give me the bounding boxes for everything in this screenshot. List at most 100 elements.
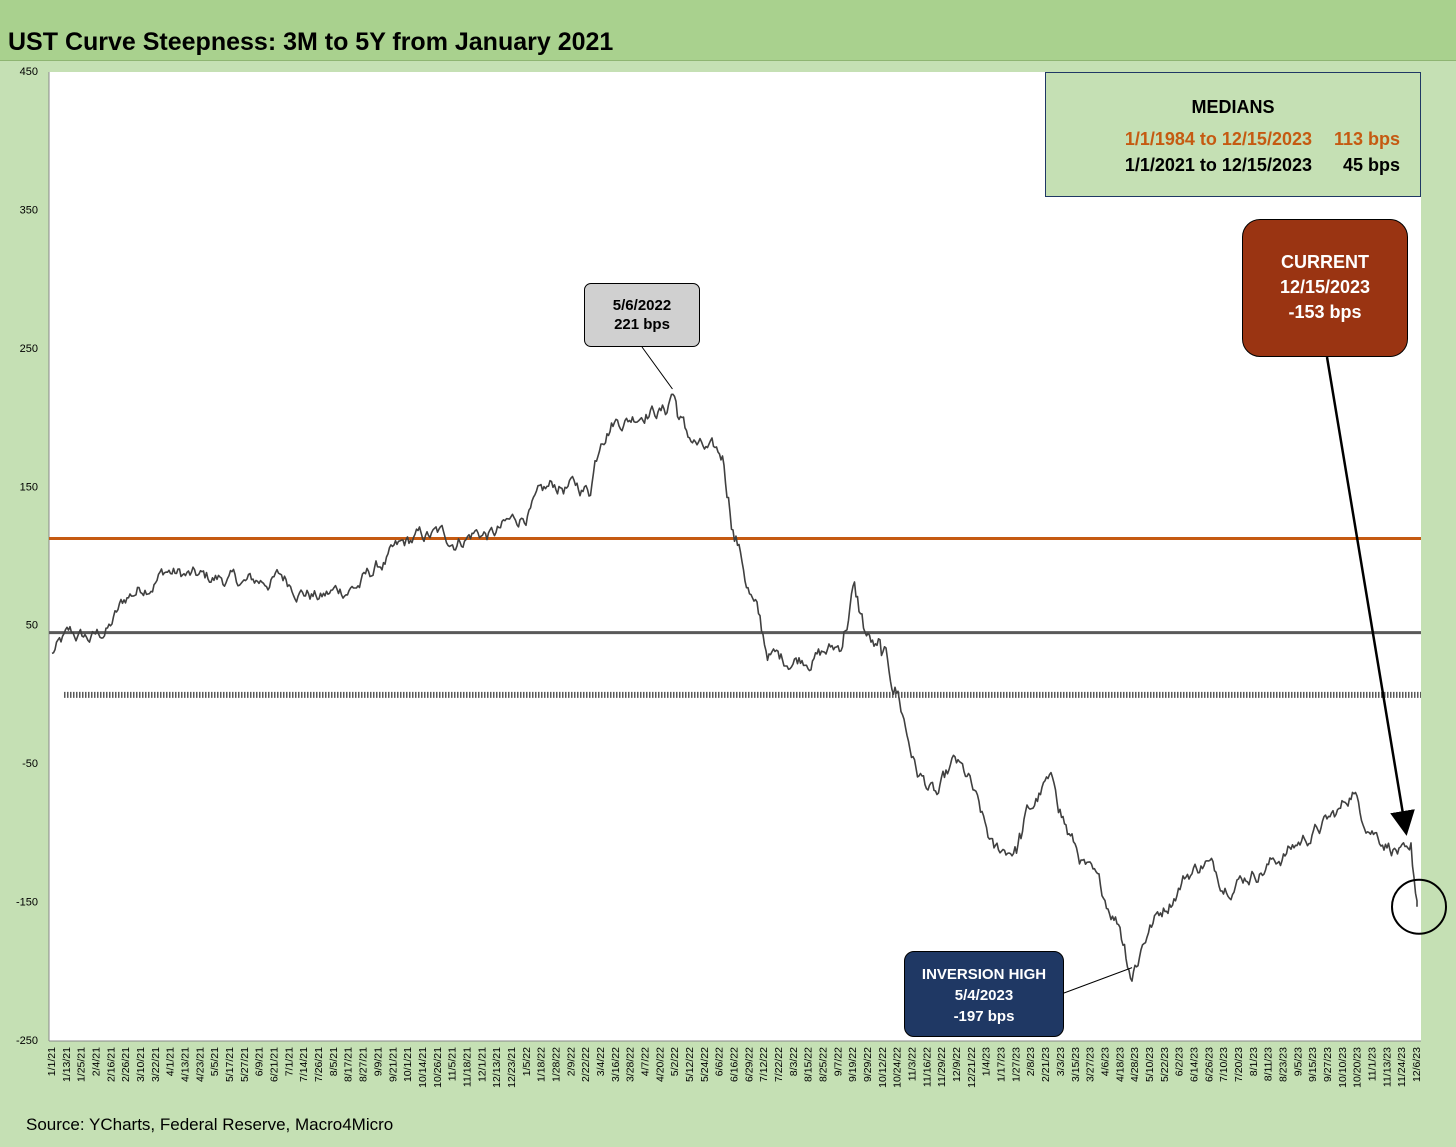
inversion-leader-line [1063, 967, 1133, 994]
x-tick-label: 4/18/23 [1114, 1047, 1126, 1082]
x-tick-label: 2/9/22 [565, 1047, 577, 1076]
x-tick-label: 2/22/22 [580, 1047, 592, 1082]
current-callout: CURRENT 12/15/2023 -153 bps [1242, 219, 1408, 357]
x-tick-label: 3/27/23 [1085, 1047, 1097, 1082]
x-tick-label: 11/3/22 [907, 1047, 919, 1081]
x-tick-label: 12/1/21 [476, 1047, 488, 1082]
x-tick-label: 7/14/21 [298, 1047, 310, 1082]
y-tick-label: 150 [20, 481, 38, 493]
title-bar [0, 0, 1456, 61]
medians-box: MEDIANS 1/1/1984 to 12/15/2023 113 bps 1… [1045, 72, 1421, 197]
x-tick-label: 9/27/23 [1322, 1047, 1334, 1082]
x-tick-label: 8/1/23 [1248, 1047, 1260, 1076]
x-tick-label: 8/23/23 [1277, 1047, 1289, 1082]
x-tick-label: 6/14/23 [1188, 1047, 1200, 1082]
source-note: Source: YCharts, Federal Reserve, Macro4… [26, 1115, 394, 1134]
x-tick-label: 10/14/21 [417, 1047, 429, 1088]
peak-leader-line [641, 346, 673, 390]
x-tick-label: 1/28/22 [550, 1047, 562, 1082]
x-tick-label: 3/16/22 [610, 1047, 622, 1082]
x-tick-label: 12/21/22 [966, 1047, 978, 1088]
inversion-callout: INVERSION HIGH 5/4/2023 -197 bps [904, 951, 1064, 1037]
x-tick-label: 9/7/22 [832, 1047, 844, 1076]
x-tick-label: 8/5/21 [328, 1047, 340, 1076]
inversion-value: -197 bps [953, 1008, 1015, 1025]
peak-value: 221 bps [614, 316, 670, 333]
x-tick-label: 9/5/23 [1292, 1047, 1304, 1076]
x-tick-label: 6/21/21 [269, 1047, 281, 1082]
x-tick-label: 5/27/21 [239, 1047, 251, 1082]
median-period-label: 1/1/2021 to 12/15/2023 [1124, 155, 1312, 175]
x-tick-label: 5/24/22 [699, 1047, 711, 1082]
x-tick-label: 6/29/22 [743, 1047, 755, 1082]
x-tick-label: 12/23/21 [506, 1047, 518, 1088]
median-period-label: 1/1/1984 to 12/15/2023 [1124, 129, 1312, 149]
current-value: -153 bps [1288, 302, 1362, 322]
y-tick-label: 50 [26, 620, 38, 632]
x-tick-label: 3/22/21 [150, 1047, 162, 1082]
x-tick-label: 6/16/22 [729, 1047, 741, 1082]
x-tick-label: 1/5/22 [521, 1047, 533, 1076]
current-marker-circle [1391, 878, 1447, 935]
x-tick-label: 5/2/22 [669, 1047, 681, 1076]
x-tick-label: 8/15/22 [803, 1047, 815, 1082]
peak-callout: 5/6/2022 221 bps [584, 283, 700, 347]
x-tick-label: 11/1/23 [1366, 1047, 1378, 1081]
x-tick-label: 12/6/23 [1411, 1047, 1423, 1082]
current-heading: CURRENT [1281, 252, 1369, 272]
x-tick-label: 6/26/23 [1203, 1047, 1215, 1082]
x-tick-label: 3/28/22 [625, 1047, 637, 1082]
x-tick-label: 7/1/21 [283, 1047, 295, 1076]
median-value: 45 bps [1342, 155, 1400, 175]
x-tick-label: 1/27/23 [1010, 1047, 1022, 1082]
x-tick-label: 5/5/21 [209, 1047, 221, 1076]
y-axis: 450 350 250 150 50 -50 -150 -250 [16, 66, 50, 1047]
x-tick-label: 12/9/22 [951, 1047, 963, 1082]
x-tick-label: 11/24/23 [1396, 1047, 1408, 1087]
plot-area [49, 72, 1421, 1041]
x-tick-label: 7/20/23 [1233, 1047, 1245, 1082]
x-tick-label: 5/17/21 [224, 1047, 236, 1082]
x-tick-label: 9/19/22 [847, 1047, 859, 1082]
x-tick-label: 8/25/22 [818, 1047, 830, 1082]
median-value: 113 bps [1333, 129, 1400, 149]
x-tick-label: 2/16/21 [105, 1047, 117, 1082]
x-tick-label: 4/28/23 [1129, 1047, 1141, 1082]
x-tick-label: 2/8/23 [1025, 1047, 1037, 1076]
x-tick-label: 10/20/23 [1352, 1047, 1364, 1088]
x-tick-label: 10/10/23 [1337, 1047, 1349, 1088]
x-tick-label: 7/26/21 [313, 1047, 325, 1082]
x-tick-label: 11/5/21 [447, 1047, 459, 1081]
x-tick-label: 1/13/21 [61, 1047, 73, 1082]
x-tick-label: 3/3/23 [1055, 1047, 1067, 1076]
x-axis: 1/1/21 1/13/21 1/25/21 2/4/21 2/16/21 2/26/21… [46, 1040, 1423, 1088]
x-tick-label: 5/12/22 [684, 1047, 696, 1082]
x-tick-label: 7/10/23 [1218, 1047, 1230, 1082]
x-tick-label: 4/13/21 [180, 1047, 192, 1082]
x-tick-label: 11/18/21 [461, 1047, 473, 1087]
x-tick-label: 1/4/23 [981, 1047, 993, 1076]
x-tick-label: 10/1/21 [402, 1047, 414, 1082]
y-tick-label: 250 [20, 343, 38, 355]
x-tick-label: 4/6/23 [1099, 1047, 1111, 1076]
x-tick-label: 3/4/22 [595, 1047, 607, 1076]
x-tick-label: 10/24/22 [892, 1047, 904, 1088]
y-tick-label: 450 [20, 66, 38, 78]
x-tick-label: 6/9/21 [254, 1047, 266, 1076]
peak-date: 5/6/2022 [612, 297, 672, 314]
x-tick-label: 8/11/23 [1263, 1047, 1275, 1081]
x-tick-label: 12/13/21 [491, 1047, 503, 1088]
x-tick-label: 2/4/21 [91, 1047, 103, 1076]
x-tick-label: 9/9/21 [372, 1047, 384, 1076]
y-tick-label: 350 [20, 204, 38, 216]
x-tick-label: 3/15/23 [1070, 1047, 1082, 1082]
y-tick-label: -250 [16, 1035, 38, 1047]
x-tick-label: 2/26/21 [120, 1047, 132, 1082]
chart-title: UST Curve Steepness: 3M to 5Y from Janua… [8, 28, 614, 56]
x-tick-label: 10/26/21 [432, 1047, 444, 1088]
current-date: 12/15/2023 [1279, 277, 1371, 297]
y-tick-label: -150 [16, 897, 38, 909]
x-tick-label: 10/12/22 [877, 1047, 889, 1088]
x-tick-label: 8/3/22 [788, 1047, 800, 1076]
